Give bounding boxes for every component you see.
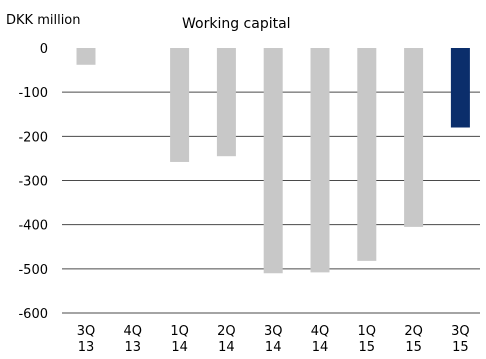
y-tick-labels: 0 -100 -200 -300 -400 -500 -600: [18, 42, 48, 322]
bars: [76, 48, 470, 274]
y-tick-label: 0: [40, 42, 48, 57]
x-tick-label: 1Q 14: [170, 324, 189, 355]
bar-3q-13: [76, 48, 96, 65]
x-tick-label: 4Q 14: [311, 324, 330, 355]
y-tick-label: -600: [18, 307, 48, 322]
bar-1q-14: [170, 48, 190, 162]
bar-3q-14: [263, 48, 283, 274]
y-tick-label: -200: [18, 130, 48, 145]
x-tick-label: 4Q 13: [124, 324, 143, 355]
bar-2q-15: [404, 48, 424, 227]
bar-1q-15: [357, 48, 377, 261]
y-tick-label: -100: [18, 86, 48, 101]
chart-title: Working capital: [182, 16, 291, 32]
y-tick-label: -300: [18, 175, 48, 190]
x-tick-labels: 3Q 13 4Q 13 1Q 14 2Q 14 3Q 14 4Q 14 1Q 15 2Q 15 3Q 15: [77, 324, 470, 355]
x-tick-label: 1Q 15: [358, 324, 377, 355]
y-axis-unit-label: DKK million: [6, 13, 81, 28]
x-tick-label: 3Q 14: [264, 324, 283, 355]
y-tick-label: -400: [18, 219, 48, 234]
x-tick-label: 2Q 15: [404, 324, 423, 355]
x-tick-label: 3Q 15: [451, 324, 470, 355]
bar-4q-14: [310, 48, 330, 273]
y-tick-label: -500: [18, 263, 48, 278]
bar-3q-15: [450, 48, 470, 128]
x-tick-label: 2Q 14: [217, 324, 236, 355]
bar-2q-14: [216, 48, 236, 157]
x-tick-label: 3Q 13: [77, 324, 96, 355]
